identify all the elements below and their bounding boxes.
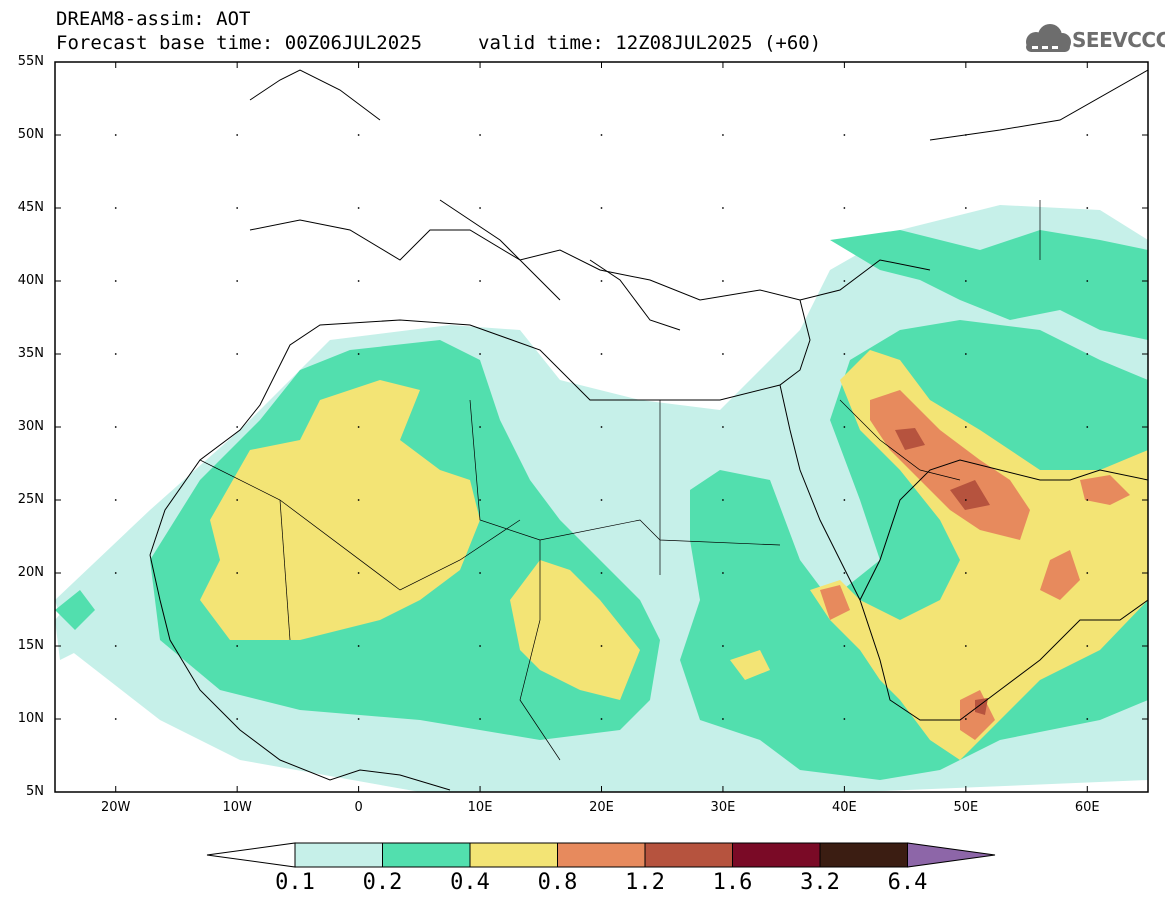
lon-label: 20W — [101, 800, 131, 815]
lon-label: 20E — [589, 800, 614, 815]
forecast-base-time: Forecast base time: 00Z06JUL2025 — [56, 32, 423, 54]
valid-time: valid time: 12Z08JUL2025 (+60) — [478, 32, 822, 54]
colorbar-level-label: 0.8 — [537, 870, 578, 895]
colorbar-level-label: 1.2 — [625, 870, 665, 895]
axis-ticks — [55, 61, 1148, 793]
aot-band-1.2 — [895, 428, 990, 715]
lon-label: 10E — [467, 800, 493, 815]
lat-label: 40N — [17, 273, 44, 288]
aot-band-0.8 — [820, 390, 1130, 740]
cloud-icon — [1026, 24, 1071, 52]
logo-text: SEEVCCC — [1072, 28, 1165, 52]
colorbar-level-label: 0.2 — [362, 870, 403, 895]
lat-label: 20N — [17, 565, 44, 580]
lon-label: 0 — [354, 800, 363, 815]
lat-label: 25N — [17, 492, 44, 507]
lat-label: 15N — [17, 638, 44, 653]
colorbar-level-label: 0.1 — [275, 870, 315, 895]
lat-label: 45N — [17, 200, 44, 215]
lat-label: 10N — [17, 711, 44, 726]
lat-label: 5N — [26, 784, 44, 799]
lon-label: 40E — [831, 800, 857, 815]
graticule — [114, 134, 1089, 720]
colorbar-level-label: 6.4 — [887, 870, 928, 895]
country-borders — [199, 200, 1041, 761]
map-title: DREAM8-assim: AOT — [56, 8, 251, 30]
lon-label: 30E — [710, 800, 736, 815]
colorbar-level-label: 1.6 — [712, 870, 753, 895]
colorbar-level-label: 0.4 — [450, 870, 490, 895]
lat-label: 35N — [17, 346, 44, 361]
lon-label: 60E — [1074, 800, 1100, 815]
colorbar-level-label: 3.2 — [800, 870, 840, 895]
lon-label: 50E — [953, 800, 979, 815]
lat-label: 55N — [17, 54, 44, 69]
lat-label: 30N — [17, 419, 44, 434]
lon-label: 10W — [222, 800, 252, 815]
lat-label: 50N — [17, 127, 44, 142]
